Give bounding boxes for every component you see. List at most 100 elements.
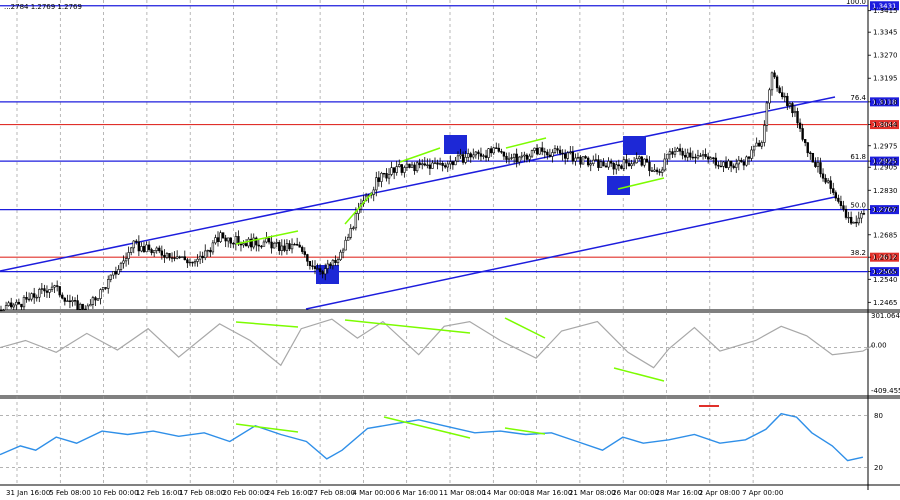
level-price-box (870, 120, 899, 130)
time-tick-label: 17 Feb 08:00 (179, 489, 225, 497)
candle-body (717, 164, 720, 167)
candle-body (127, 252, 130, 259)
price-tick-label: 1.2465 (873, 299, 898, 307)
candle-body (678, 148, 682, 152)
divergence-line (504, 427, 546, 435)
candle-body (558, 149, 562, 154)
candle-body (339, 251, 342, 261)
candle-body (446, 163, 449, 168)
candle-body (548, 154, 552, 157)
price-tick-label: 1.2685 (873, 231, 898, 239)
candle-body (211, 242, 215, 253)
candle-body (316, 268, 319, 270)
candle-body (456, 155, 460, 162)
candle-body (114, 271, 118, 275)
candle-body (293, 243, 296, 246)
candle-body (801, 128, 804, 140)
candle-body (91, 297, 95, 305)
candle-body (99, 289, 102, 299)
divergence-line (383, 416, 471, 439)
candle-body (122, 260, 125, 264)
candle-body (714, 157, 718, 166)
candle-body (727, 160, 730, 168)
candle-body (576, 156, 580, 159)
candle-body (334, 259, 337, 263)
candle-body (464, 156, 467, 163)
candle-body (824, 177, 827, 183)
candle-body (382, 172, 386, 175)
candle-body (142, 246, 146, 253)
candle-body (786, 95, 789, 107)
candle-body (489, 148, 493, 154)
level-price-text: 1.2565 (872, 268, 897, 276)
candle-body (124, 258, 128, 262)
candle-body (566, 152, 569, 159)
price-tick-label: 1.2767 (873, 206, 898, 214)
channel-upper-line (0, 96, 836, 272)
candle-body (58, 286, 61, 296)
candle-body (479, 153, 483, 157)
candle-body (699, 155, 702, 157)
candle-body (295, 243, 299, 246)
level-price-box (870, 97, 899, 107)
candle-body (451, 161, 455, 166)
level-price-text: 1.3431 (872, 2, 897, 10)
candle-body (732, 165, 735, 168)
candle-body (839, 201, 843, 207)
candle-body (574, 157, 577, 162)
candle-body (689, 152, 692, 158)
candle-body (214, 237, 217, 244)
cci-tick-label: -409.455 (871, 387, 900, 395)
divergence-line (505, 137, 547, 149)
candle-body (313, 266, 317, 269)
candle-body (117, 269, 120, 275)
candle-body (178, 256, 181, 258)
candle-body (472, 154, 475, 158)
price-tick-label: 1.3270 (873, 52, 898, 60)
level-price-box (870, 1, 899, 11)
candle-body (752, 145, 756, 151)
candle-body (428, 164, 432, 169)
candle-body (571, 151, 575, 162)
candle-body (694, 156, 697, 159)
candle-body (857, 217, 860, 224)
candle-body (811, 152, 815, 163)
candle-body (392, 167, 396, 173)
candle-body (551, 152, 554, 157)
candle-body (2, 309, 5, 312)
candle-body (860, 213, 863, 219)
candle-body (724, 161, 728, 168)
candle-body (461, 154, 465, 163)
time-tick-label: 21 Mar 08:00 (569, 489, 616, 497)
candle-body (415, 162, 419, 172)
candle-body (183, 256, 187, 261)
candle-body (837, 197, 840, 202)
level-price-text: 1.2612 (872, 254, 897, 262)
candle-body (635, 158, 638, 164)
candle-body (152, 250, 156, 254)
candle-body (375, 177, 378, 191)
candle-body (140, 246, 143, 252)
candle-body (798, 122, 802, 129)
candle-body (107, 279, 110, 289)
candle-body (81, 303, 84, 310)
level-price-box (870, 156, 899, 166)
candle-body (380, 172, 383, 182)
candle-body (403, 167, 406, 173)
candle-body (76, 300, 79, 310)
pivot-marker (316, 265, 339, 284)
candle-body (35, 296, 38, 299)
candle-body (135, 240, 138, 243)
candle-body (55, 285, 59, 287)
candle-body (303, 251, 306, 255)
candle-body (311, 265, 314, 267)
candle-body (533, 147, 536, 151)
candle-body (25, 296, 28, 300)
candle-body (630, 163, 633, 167)
candle-body (15, 301, 18, 306)
rsi-tick-label: 20 (874, 464, 883, 472)
candle-body (625, 159, 628, 164)
candle-body (512, 153, 516, 158)
cci-tick-label: 301.0642 (871, 312, 900, 320)
candle-body (862, 213, 866, 215)
